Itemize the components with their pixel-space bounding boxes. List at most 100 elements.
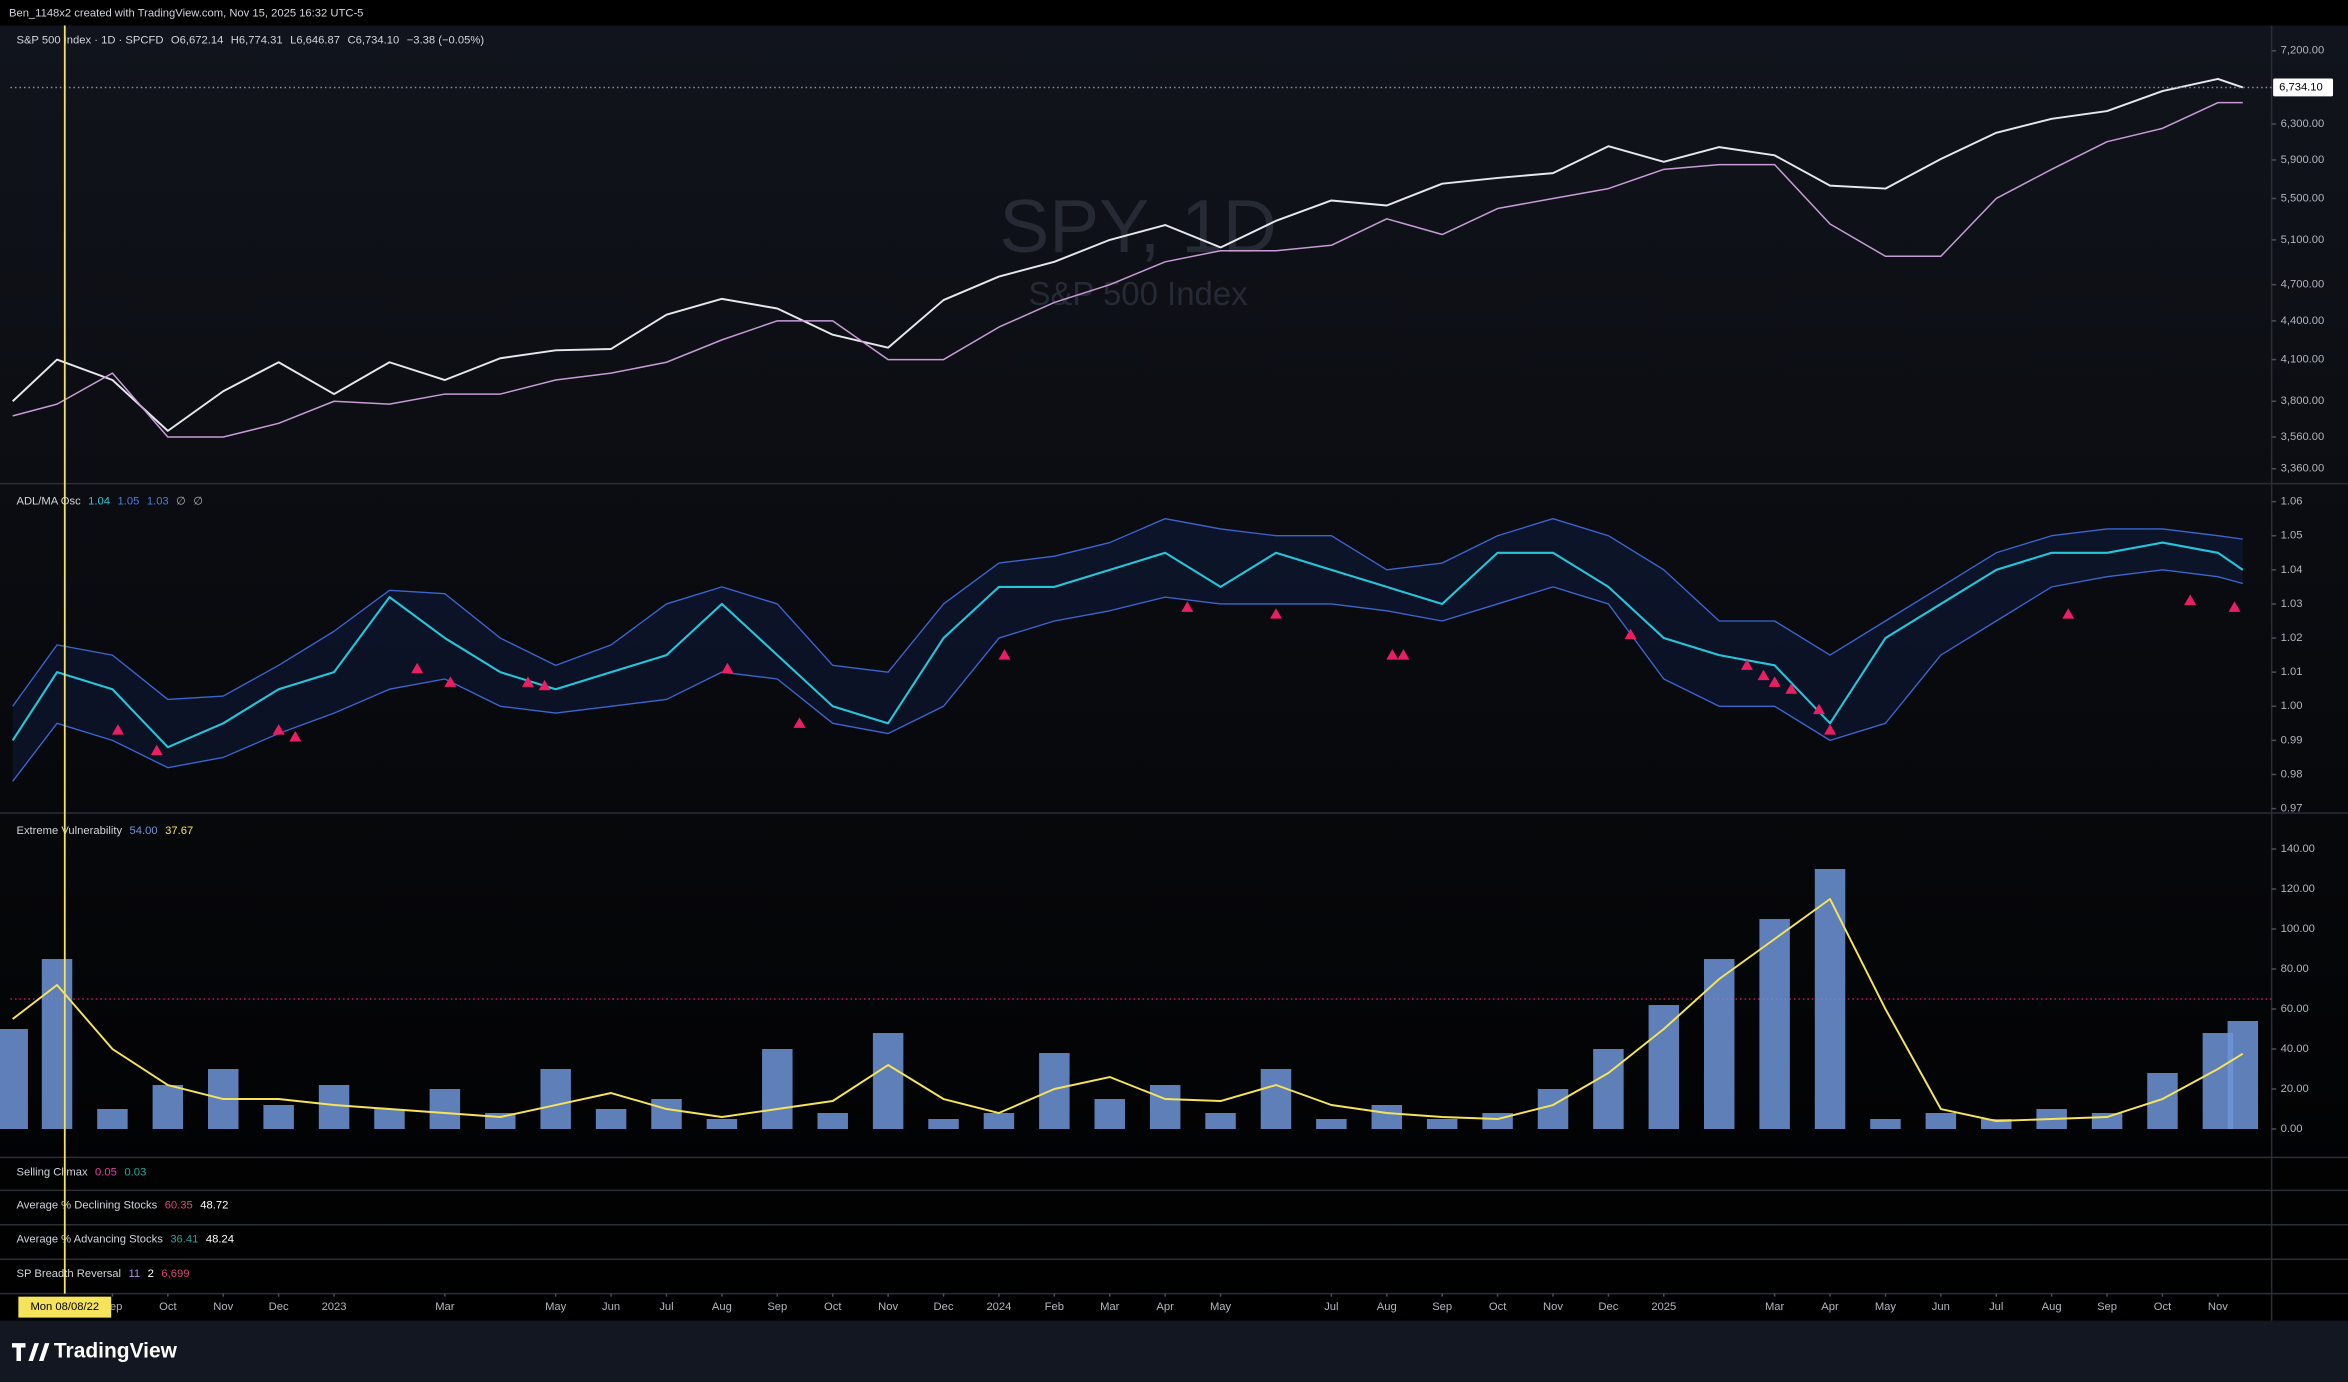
signal-marker — [1812, 703, 1825, 715]
bar — [983, 1113, 1015, 1130]
bar — [540, 1069, 571, 1130]
signal-marker — [1768, 676, 1781, 687]
x-tick-label: Dec — [269, 1301, 289, 1313]
x-tick-label: Nov — [213, 1301, 233, 1313]
legend-status: C6,734.10 — [347, 34, 399, 46]
x-tick-label: Feb — [1045, 1301, 1064, 1313]
y-tick-label: 3,560.00 — [2281, 431, 2325, 443]
legend-title: Average % Declining Stocks — [16, 1199, 157, 1211]
signal-line — [12, 898, 2244, 1122]
bar — [2227, 1021, 2259, 1130]
x-tick-label: Nov — [2208, 1301, 2228, 1313]
brand: TradingView — [54, 1340, 178, 1363]
legend-title: SP Breadth Reversal — [16, 1268, 121, 1280]
x-tick-label: Sep — [2097, 1301, 2117, 1313]
signal-marker — [1397, 649, 1410, 660]
legend-value: 37.67 — [165, 825, 193, 837]
y-tick-label: 140.00 — [2281, 843, 2315, 855]
legend-value: 6,699 — [161, 1268, 189, 1280]
bar — [97, 1109, 128, 1130]
y-tick-label: 0.00 — [2281, 1123, 2303, 1135]
bar — [1094, 1099, 1125, 1130]
y-tick-label: 5,100.00 — [2281, 234, 2325, 246]
bar — [1925, 1113, 1957, 1130]
signal-marker — [1386, 649, 1399, 660]
bar — [374, 1109, 405, 1130]
legend-value: 48.24 — [206, 1234, 234, 1246]
bar — [1260, 1069, 1292, 1130]
signal-marker — [1624, 628, 1637, 640]
x-tick-label: Nov — [878, 1301, 898, 1313]
legend: Average % Declining Stocks 60.35 48.72 — [16, 1199, 228, 1211]
x-tick-label: Oct — [159, 1301, 177, 1313]
band-line — [12, 518, 2243, 707]
signal-marker — [111, 724, 124, 735]
signal-marker — [2228, 601, 2241, 612]
bar — [817, 1113, 848, 1130]
bar — [429, 1089, 461, 1130]
logo: TradingView — [11, 1340, 178, 1363]
legend-value: 36.41 — [170, 1234, 198, 1246]
bar — [1039, 1053, 1070, 1130]
bar — [41, 959, 73, 1130]
signal-marker — [1757, 669, 1770, 681]
bar — [762, 1049, 793, 1130]
y-tick-label: 0.98 — [2281, 768, 2303, 780]
bar — [1593, 1049, 1624, 1130]
y-tick-label: 0.97 — [2281, 803, 2303, 815]
band-fill — [12, 518, 2243, 782]
y-tick-label: 6,300.00 — [2281, 118, 2325, 130]
signal-marker — [411, 662, 424, 674]
x-tick-label: 2023 — [322, 1301, 347, 1313]
y-tick-label: 4,100.00 — [2281, 354, 2325, 366]
x-tick-label: 2025 — [1651, 1301, 1676, 1313]
bar — [1149, 1085, 1181, 1130]
bar — [152, 1085, 184, 1130]
x-tick-label: Sep — [767, 1301, 787, 1313]
y-tick-label: 4,400.00 — [2281, 315, 2325, 327]
crosshair-label-box — [18, 1296, 112, 1318]
legend-na: ∅ — [176, 496, 186, 508]
signal-marker — [998, 649, 1011, 660]
y-tick-label: 1.04 — [2281, 564, 2303, 576]
signal-marker — [521, 676, 534, 687]
y-tick-label: 3,800.00 — [2281, 395, 2325, 407]
y-tick-label: 120.00 — [2281, 883, 2315, 895]
x-tick-label: Sep — [102, 1301, 122, 1313]
bar — [318, 1085, 350, 1130]
legend-value: 11 — [129, 1268, 141, 1280]
signal-marker — [1269, 608, 1282, 619]
legend: Selling Climax 0.05 0.03 — [16, 1166, 146, 1178]
legend-status: −3.38 (−0.05%) — [407, 34, 485, 46]
legend-value: 0.05 — [95, 1166, 117, 1178]
signal-marker — [1785, 683, 1798, 694]
legend-value: 1.04 — [88, 496, 110, 508]
legend-title: Selling Climax — [16, 1166, 87, 1178]
legend-status: H6,774.31 — [231, 34, 283, 46]
legend: SP Breadth Reversal 11 2 6,699 — [16, 1268, 189, 1280]
legend-na: ∅ — [193, 496, 203, 508]
x-tick-label: Sep — [1432, 1301, 1452, 1313]
bar — [706, 1119, 738, 1130]
bar — [595, 1109, 627, 1130]
last-price-label: 6,734.10 — [2279, 81, 2323, 93]
x-tick-label: Aug — [2042, 1301, 2062, 1313]
x-tick-label: Dec — [1598, 1301, 1618, 1313]
x-tick-label: Mar — [1100, 1301, 1120, 1313]
x-tick-label: Oct — [824, 1301, 842, 1313]
y-tick-label: 1.01 — [2281, 666, 2303, 678]
y-tick-label: 1.06 — [2281, 496, 2303, 508]
x-tick-label: Jul — [1324, 1301, 1338, 1313]
watermark: SPY, 1D — [999, 184, 1276, 268]
y-tick-label: 100.00 — [2281, 923, 2315, 935]
legend: ADL/MA Osc 1.04 1.05 1.03 ∅ ∅ — [16, 496, 203, 508]
oscillator-line — [11, 541, 2244, 749]
bar — [1814, 869, 1846, 1130]
y-tick-label: 1.05 — [2281, 530, 2303, 542]
y-tick-label: 40.00 — [2281, 1043, 2309, 1055]
y-tick-label: 1.03 — [2281, 598, 2303, 610]
bar — [0, 1029, 28, 1130]
x-tick-label: Apr — [1156, 1301, 1174, 1313]
price-line — [12, 77, 2244, 432]
y-tick-label: 1.00 — [2281, 700, 2303, 712]
